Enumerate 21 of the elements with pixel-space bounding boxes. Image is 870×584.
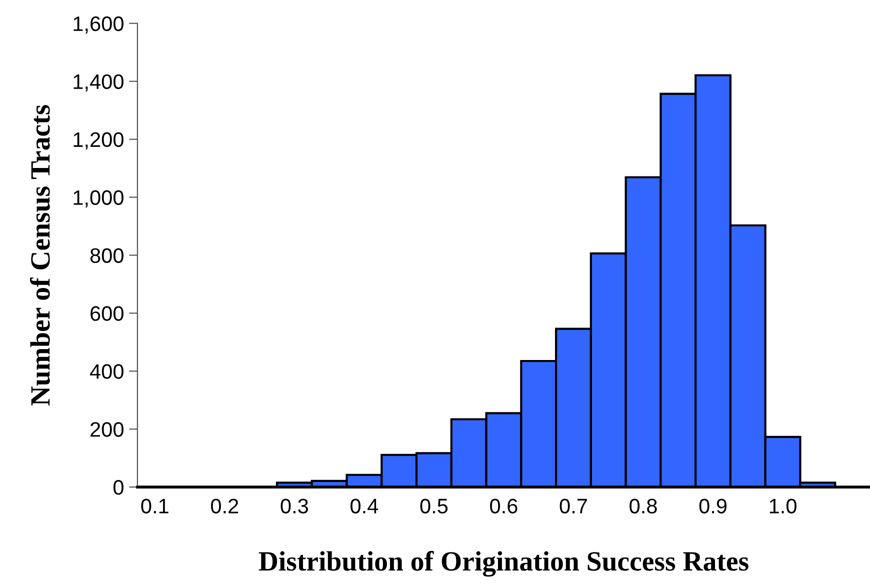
y-tick-label: 1,000: [74, 190, 124, 208]
x-tick-label: 0.9: [699, 498, 727, 514]
y-tick-label: 600: [90, 306, 124, 321]
y-tick-label: 0: [113, 480, 124, 495]
x-tick-label: 0.1: [141, 498, 168, 514]
y-axis-title: Number of Census Tracts: [30, 105, 50, 406]
x-tick-label: 0.4: [350, 498, 378, 514]
x-tick-label: 0.3: [280, 498, 308, 514]
x-tick-label: 0.2: [211, 498, 238, 514]
x-tick-label: 0.7: [560, 498, 587, 514]
y-tick-label: 1,600: [74, 16, 124, 34]
y-tick-label: 1,200: [74, 132, 124, 150]
x-tick-label: 0.8: [630, 498, 657, 514]
x-tick-label: 1.0: [770, 498, 796, 514]
y-tick-label: 200: [90, 422, 124, 437]
x-tick-label: 0.5: [420, 498, 448, 514]
y-tick-label: 800: [90, 248, 124, 263]
x-axis-title: Distribution of Origination Success Rates: [258, 550, 748, 577]
y-tick-label: 400: [90, 364, 124, 379]
x-tick-label: 0.6: [490, 498, 518, 514]
y-tick-label: 1,400: [74, 74, 124, 92]
